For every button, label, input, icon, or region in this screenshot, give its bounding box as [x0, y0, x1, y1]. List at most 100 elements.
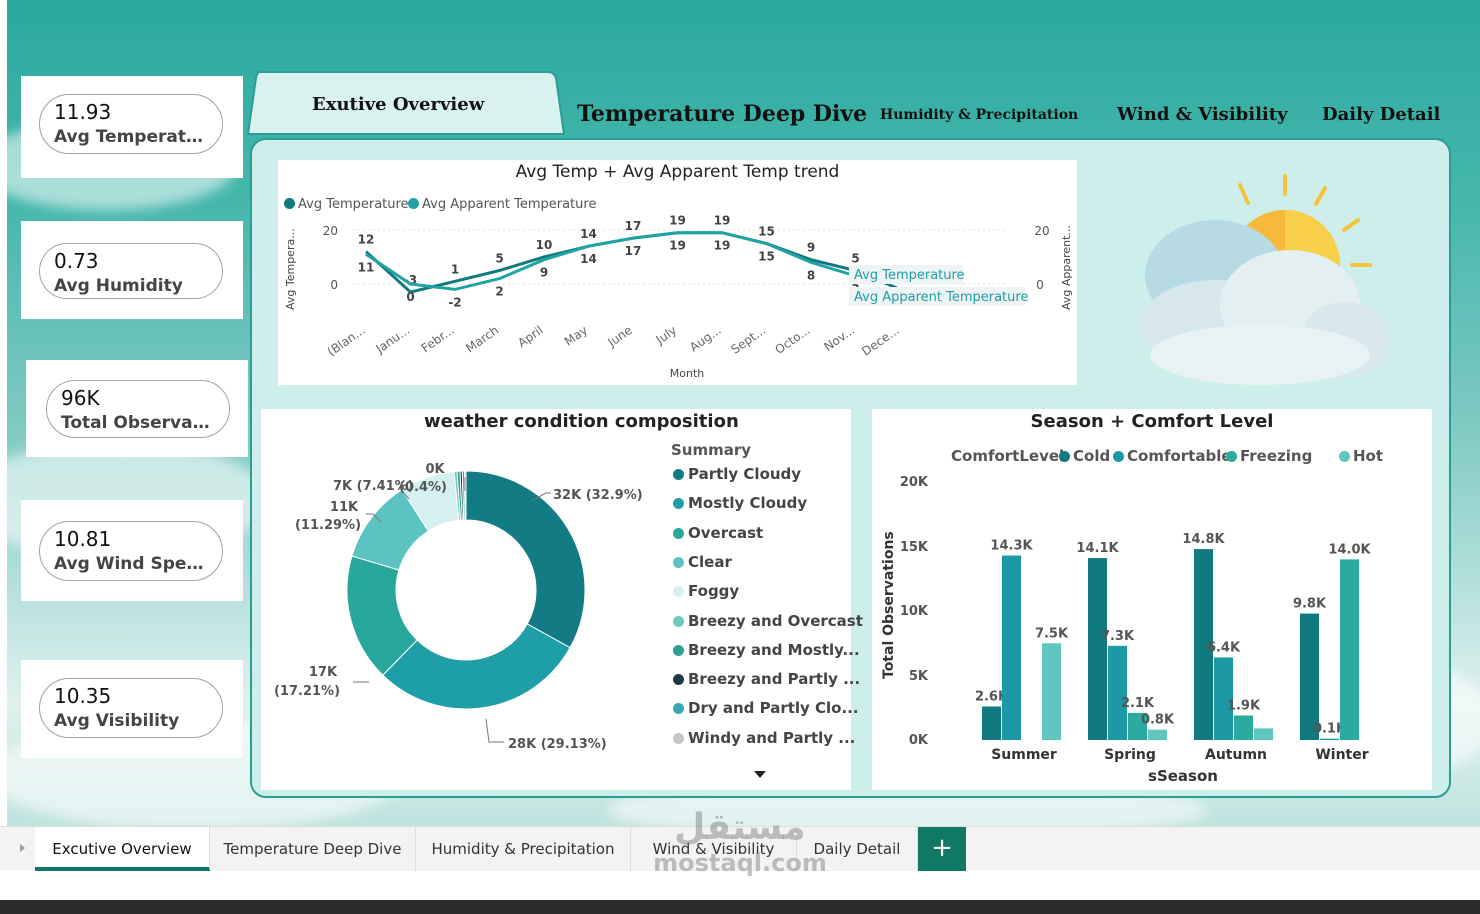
legend-avg-apparent-temperature[interactable]: Avg Apparent Temperature — [408, 197, 596, 212]
kpi-card-temperature: 11.93 Avg Temperature — [21, 76, 243, 178]
legend-item[interactable]: Foggy — [673, 582, 739, 600]
bar-hot — [1042, 643, 1061, 740]
line-chart-card[interactable]: Avg Temp + Avg Apparent Temp trend Avg T… — [278, 160, 1077, 385]
legend-item[interactable]: Breezy and Mostly... — [673, 641, 860, 659]
tabs-scroll-left-icon[interactable] — [20, 844, 25, 852]
legend-dot — [673, 586, 684, 598]
line-data-label: 19 — [714, 214, 731, 228]
y-tick: 5K — [909, 669, 929, 684]
legend-label: Breezy and Partly ... — [688, 670, 861, 689]
bar-chart-card[interactable]: Season + Comfort Level ComfortLevel Cold… — [872, 409, 1432, 790]
legend-label: Overcast — [688, 523, 764, 542]
legend-dot — [1226, 451, 1237, 462]
kpi-card-humidity: 0.73 Avg Humidity — [21, 221, 243, 319]
legend-item[interactable]: Cold — [1059, 447, 1110, 465]
donut-data-label: 17K — [309, 665, 338, 680]
x-tick-label: April — [515, 323, 546, 350]
page-tab-executive-overview[interactable]: Excutive Overview — [35, 827, 210, 871]
y-tick-right: 20 — [1034, 224, 1049, 238]
cloud-icon — [1150, 325, 1370, 385]
legend-item[interactable]: Comfortable — [1113, 447, 1232, 465]
nav-tab-wind-visibility[interactable]: Wind & Visibility — [1117, 104, 1288, 125]
legend-dot — [673, 556, 684, 568]
legend-item[interactable]: Clear — [673, 553, 732, 571]
y-tick-left: 0 — [330, 278, 338, 292]
line-data-label: 10 — [536, 238, 553, 252]
page-tab-daily-detail[interactable]: Daily Detail — [797, 827, 918, 871]
page-tab-humidity-precipitation[interactable]: Humidity & Precipitation — [416, 827, 631, 871]
donut-data-label: 7K (7.41%) — [333, 479, 414, 494]
active-nav-tab-shape — [246, 71, 566, 135]
kpi-label: Total Observati... — [61, 413, 215, 433]
legend-label: Comfortable — [1127, 447, 1232, 465]
bar-freezing — [1128, 712, 1147, 740]
page-tab-temperature-deep-dive[interactable]: Temperature Deep Dive — [210, 827, 416, 871]
line-chart-plot: Avg Tempera... Avg Apparent... 20 0 20 0… — [284, 214, 1073, 380]
kpi-value: 11.93 — [54, 100, 112, 124]
donut-chart-card[interactable]: weather condition composition 32K (32.9%… — [261, 409, 863, 790]
legend-label: Foggy — [688, 582, 740, 601]
legend-item[interactable]: Mostly Cloudy — [673, 494, 807, 512]
watermark-arabic: مستقل — [674, 807, 806, 848]
end-label-bg — [849, 287, 1025, 306]
line-data-label: 15 — [758, 225, 775, 239]
x-tick-label: Nov... — [821, 323, 857, 354]
bar-freezing — [1234, 715, 1253, 740]
nav-tab-executive-overview[interactable]: Exutive Overview — [312, 94, 485, 115]
kpi-label: Avg Wind Speed — [54, 554, 208, 574]
bar-data-label: 9.8K — [1293, 597, 1327, 612]
add-page-button[interactable]: + — [918, 827, 966, 871]
kpi-label: Avg Visibility — [54, 711, 180, 731]
legend-label: Cold — [1073, 447, 1111, 465]
legend-item[interactable]: Windy and Partly ... — [673, 729, 855, 747]
kpi-pill: 10.35 Avg Visibility — [39, 678, 223, 738]
legend-label: Clear — [688, 552, 732, 571]
bar-legend-title: ComfortLevel — [951, 447, 1065, 465]
x-tick-label: Janu... — [373, 323, 413, 357]
legend-item[interactable]: Breezy and Overcast — [673, 612, 863, 630]
legend-item[interactable]: Overcast — [673, 524, 763, 542]
legend-avg-temperature[interactable]: Avg Temperature — [284, 197, 409, 212]
x-tick-label: Octo... — [772, 323, 812, 357]
line-data-label: 15 — [758, 250, 775, 264]
legend-label: Partly Cloudy — [688, 465, 802, 483]
kpi-pill: 0.73 Avg Humidity — [39, 243, 223, 299]
chart-title: Season + Comfort Level — [1030, 411, 1274, 432]
x-tick-label: June — [604, 323, 634, 350]
legend-label: Breezy and Mostly... — [688, 640, 860, 659]
legend-label: Avg Apparent Temperature — [422, 197, 597, 212]
bar-cold — [1300, 613, 1319, 740]
bar-data-label: 0.1K — [1313, 722, 1347, 737]
y-axis-right-title: Avg Apparent... — [1060, 225, 1073, 310]
chart-title: weather condition composition — [424, 411, 739, 432]
kpi-value: 10.81 — [54, 527, 112, 551]
bar-data-label: 7.5K — [1035, 626, 1069, 641]
legend-item[interactable]: Hot — [1339, 447, 1383, 465]
line-data-label: 5 — [851, 252, 859, 266]
y-tick: 0K — [909, 733, 929, 748]
line-series-avg-temperature — [364, 231, 901, 294]
bar-hot — [1148, 729, 1167, 740]
x-tick-label: Winter — [1315, 747, 1368, 763]
legend-dot — [1059, 451, 1070, 462]
line-data-label: 14 — [580, 227, 597, 241]
x-tick-label: March — [463, 323, 501, 355]
donut-data-label: 0K — [425, 462, 445, 477]
legend-item[interactable]: Dry and Partly Clo... — [673, 699, 859, 717]
legend-item[interactable]: Freezing — [1226, 447, 1312, 465]
legend-item[interactable]: Partly Cloudy — [673, 465, 801, 483]
legend-dot — [673, 498, 684, 510]
line-data-label: 19 — [669, 214, 686, 228]
legend-item[interactable]: Breezy and Partly ... — [673, 670, 860, 688]
nav-tab-humidity-precipitation[interactable]: Humidity & Precipitation — [880, 107, 1079, 123]
x-axis-title: Month — [670, 367, 705, 380]
watermark-latin: mostaql.com — [653, 849, 827, 877]
y-tick-left: 20 — [323, 224, 338, 238]
legend-scroll-down-icon[interactable] — [754, 771, 766, 778]
line-data-label: 17 — [625, 219, 642, 233]
nav-tab-daily-detail[interactable]: Daily Detail — [1322, 104, 1441, 125]
line-data-label: 2 — [495, 285, 503, 299]
page-tab-wind-visibility[interactable]: Wind & Visibility — [631, 827, 797, 871]
legend-label: Mostly Cloudy — [688, 494, 808, 513]
nav-tab-temperature-deep-dive[interactable]: Temperature Deep Dive — [577, 101, 868, 127]
